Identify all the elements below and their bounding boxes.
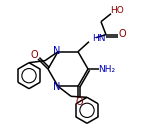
Text: NH₂: NH₂ [98, 65, 116, 74]
Text: HN: HN [92, 34, 105, 43]
Text: HO: HO [110, 6, 124, 15]
Text: O: O [31, 50, 38, 60]
Text: N: N [53, 46, 61, 56]
Text: N: N [53, 82, 61, 92]
Text: O: O [118, 29, 126, 39]
Text: O: O [75, 97, 83, 107]
